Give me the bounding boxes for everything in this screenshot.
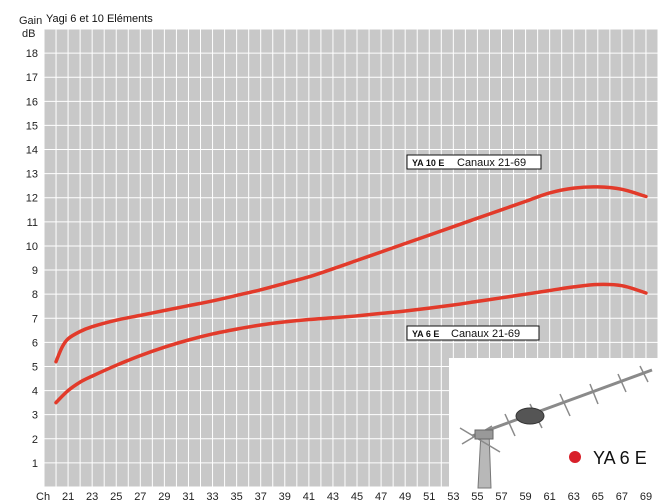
y-tick-label: 2 [32, 434, 38, 446]
y-tick-label: 7 [32, 313, 38, 325]
x-tick-label: 55 [471, 491, 483, 503]
x-tick-label: 57 [495, 491, 507, 503]
y-tick-label: 1 [32, 458, 38, 470]
y-tick-label: 11 [27, 217, 38, 229]
x-tick-label: 41 [303, 491, 315, 503]
x-tick-label: 39 [279, 491, 291, 503]
y-tick-label: 15 [26, 120, 38, 132]
x-tick-label: 31 [182, 491, 194, 503]
y-tick-label: 13 [26, 169, 38, 181]
x-tick-labels: 21 23 25 27 29 31 33 35 37 39 41 43 45 47 49 51 53 55 57 59… [62, 491, 652, 503]
x-tick-label: 59 [519, 491, 531, 503]
y-tick-label: 10 [26, 241, 38, 253]
x-tick-label: 67 [616, 491, 628, 503]
x-tick-label: 65 [592, 491, 604, 503]
series-label-range: Canaux 21-69 [451, 328, 520, 340]
x-tick-label: 25 [110, 491, 122, 503]
y-tick-label: 9 [32, 265, 38, 277]
y-tick-label: 16 [26, 96, 38, 108]
x-tick-label: 45 [351, 491, 363, 503]
x-tick-label: 61 [544, 491, 556, 503]
x-tick-label: 23 [86, 491, 98, 503]
x-tick-label: 21 [62, 491, 74, 503]
y-tick-label: 12 [26, 193, 38, 205]
x-tick-label: 69 [640, 491, 652, 503]
y-tick-label: 17 [26, 72, 38, 84]
x-tick-label: 47 [375, 491, 387, 503]
x-tick-label: 33 [206, 491, 218, 503]
series-label-model: YA 10 E [412, 158, 444, 168]
x-tick-label: 49 [399, 491, 411, 503]
y-tick-label: 4 [32, 386, 38, 398]
x-tick-label: 27 [134, 491, 146, 503]
y-tick-label: 18 [26, 48, 38, 60]
y-tick-label: 8 [32, 289, 38, 301]
x-tick-label: 35 [231, 491, 243, 503]
x-tick-label: 29 [158, 491, 170, 503]
series-line-ya6e [54, 282, 648, 405]
series-label-model: YA 6 E [412, 329, 439, 339]
y-axis-unit: dB [22, 28, 35, 40]
product-photo: YA 6 E [449, 358, 664, 489]
photo-caption: YA 6 E [593, 448, 647, 468]
x-axis-label: Ch [36, 491, 50, 503]
y-axis-label: Gain [19, 15, 42, 27]
y-tick-label: 14 [26, 145, 38, 157]
chart-title: Yagi 6 et 10 Eléments [46, 13, 153, 25]
series-line-ya10e [54, 185, 648, 364]
bullet-icon [569, 451, 581, 463]
series-label-ya10e: YA 10 E Canaux 21-69 [406, 154, 542, 170]
series-label-range: Canaux 21-69 [457, 157, 526, 169]
series-label-ya6e: YA 6 E Canaux 21-69 [406, 325, 540, 341]
y-tick-label: 3 [32, 410, 38, 422]
x-tick-label: 43 [327, 491, 339, 503]
y-tick-label: 6 [32, 337, 38, 349]
x-tick-label: 53 [447, 491, 459, 503]
x-tick-label: 63 [568, 491, 580, 503]
x-tick-label: 37 [255, 491, 267, 503]
series-layer [54, 185, 648, 405]
x-tick-label: 51 [423, 491, 435, 503]
yagi-antenna-icon [459, 365, 653, 489]
y-tick-label: 5 [32, 361, 38, 373]
